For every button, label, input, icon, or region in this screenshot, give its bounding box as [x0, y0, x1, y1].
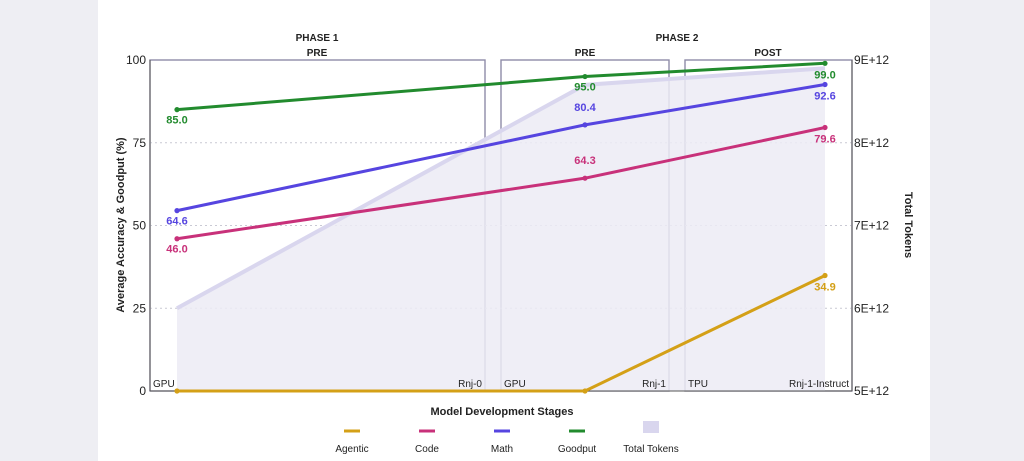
stage-header-2: POST — [754, 48, 781, 59]
stage-hardware-0: GPU — [153, 379, 175, 390]
goodput-value-label-1: 95.0 — [574, 82, 595, 94]
goodput-point-1 — [582, 73, 588, 80]
phase-label-0: PHASE 1 — [296, 33, 339, 44]
y-tick-label-100: 100 — [126, 53, 146, 67]
y-tick-label-50: 50 — [133, 219, 147, 233]
y-tick-label-25: 25 — [133, 301, 147, 315]
goodput-point-0 — [174, 107, 180, 113]
code-point-1 — [582, 175, 588, 181]
y-right-tick-label-0: 5E+12 — [854, 384, 889, 398]
math-point-1 — [582, 122, 588, 128]
y-tick-label-0: 0 — [139, 384, 146, 398]
legend-label-agentic: Agentic — [335, 444, 368, 455]
total-tokens-area — [177, 68, 825, 392]
phase-label-1: PHASE 2 — [656, 33, 699, 44]
agentic-point-1 — [582, 388, 588, 394]
code-value-label-2: 79.6 — [814, 134, 835, 146]
y-right-tick-label-2: 7E+12 — [854, 219, 889, 233]
legend-label-code: Code — [415, 444, 439, 455]
y-right-axis-title: Total Tokens — [902, 192, 914, 258]
stage-model-1: Rnj-1 — [642, 379, 666, 390]
math-point-0 — [174, 208, 180, 214]
math-point-2 — [822, 81, 828, 88]
agentic-point-0 — [174, 388, 180, 394]
x-axis-title: Model Development Stages — [430, 406, 573, 418]
stage-model-2: Rnj-1-Instruct — [789, 379, 849, 390]
y-right-tick-label-1: 6E+12 — [854, 301, 889, 315]
legend-swatch-total-tokens — [643, 421, 659, 433]
agentic-point-2 — [822, 272, 828, 279]
y-axis-title: Average Accuracy & Goodput (%) — [115, 137, 127, 313]
code-point-2 — [822, 124, 828, 131]
goodput-value-label-0: 85.0 — [166, 115, 187, 127]
y-right-tick-label-4: 9E+12 — [854, 53, 889, 67]
agentic-value-label-2: 34.9 — [814, 281, 835, 293]
y-right-tick-label-3: 8E+12 — [854, 136, 889, 150]
stage-model-0: Rnj-0 — [458, 379, 482, 390]
stage-hardware-1: GPU — [504, 379, 526, 390]
legend-label-goodput: Goodput — [558, 444, 597, 455]
code-value-label-0: 46.0 — [166, 244, 187, 256]
stage-header-0: PRE — [307, 48, 328, 59]
legend-label-total-tokens: Total Tokens — [623, 444, 678, 455]
code-point-0 — [174, 236, 180, 242]
total-tokens-line — [176, 66, 826, 311]
stage-hardware-2: TPU — [688, 379, 708, 390]
legend-label-math: Math — [491, 444, 513, 455]
stage-header-1: PRE — [575, 48, 596, 59]
goodput-point-2 — [822, 60, 828, 66]
goodput-value-label-2: 99.0 — [814, 69, 835, 81]
math-value-label-2: 92.6 — [814, 90, 835, 102]
code-value-label-1: 64.3 — [574, 155, 595, 167]
math-value-label-0: 64.6 — [166, 216, 187, 228]
y-tick-label-75: 75 — [133, 136, 147, 150]
math-value-label-1: 80.4 — [574, 102, 596, 114]
